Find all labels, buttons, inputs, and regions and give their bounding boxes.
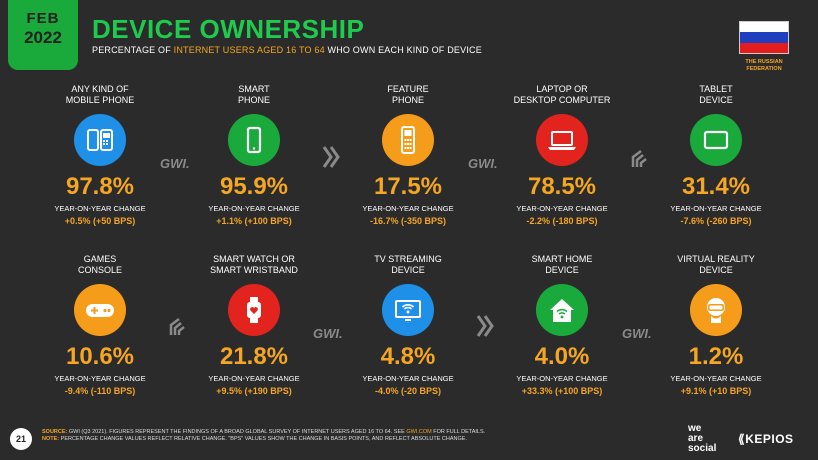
yoy-label: YEAR-ON-YEAR CHANGE <box>208 374 300 383</box>
mobile-phones-icon <box>74 114 126 166</box>
yoy-label: YEAR-ON-YEAR CHANGE <box>362 374 454 383</box>
kepios-logo: ⟪KEPIOS <box>738 432 794 446</box>
device-card: TABLET DEVICE 31.4% YEAR-ON-YEAR CHANGE -7.6… <box>642 84 790 226</box>
yoy-label: YEAR-ON-YEAR CHANGE <box>516 204 608 213</box>
datareportal-mark-icon <box>169 318 185 335</box>
kepios-mark-icon <box>476 315 494 337</box>
ownership-value: 4.8% <box>380 343 436 370</box>
device-card: ANY KIND OF MOBILE PHONE 97.8% YEAR-ON-YEAR… <box>26 84 174 226</box>
date-month: FEB <box>26 10 60 27</box>
laptop-icon <box>536 114 588 166</box>
country-label: THE RUSSIAN FEDERATION <box>745 59 783 72</box>
ownership-value: 97.8% <box>65 173 135 200</box>
russia-flag-icon <box>739 21 789 54</box>
device-label: GAMES CONSOLE <box>77 254 122 275</box>
yoy-label: YEAR-ON-YEAR CHANGE <box>54 374 146 383</box>
device-card: GAMES CONSOLE 10.6% YEAR-ON-YEAR CHANGE -9.4… <box>26 254 174 396</box>
gamepad-icon <box>74 284 126 336</box>
date-year: 2022 <box>24 28 62 47</box>
device-label: SMART HOME DEVICE <box>531 254 593 275</box>
page-number: 21 <box>10 428 32 450</box>
source-note: SOURCE: GWI (Q3 2021). FIGURES REPRESENT… <box>42 429 486 442</box>
yoy-label: YEAR-ON-YEAR CHANGE <box>670 374 762 383</box>
device-label: LAPTOP OR DESKTOP COMPUTER <box>513 84 611 105</box>
smartwatch-icon <box>228 284 280 336</box>
device-card: TV STREAMING DEVICE 4.8% YEAR-ON-YEAR CHANG… <box>334 254 482 396</box>
ownership-value: 17.5% <box>373 173 443 200</box>
yoy-label: YEAR-ON-YEAR CHANGE <box>362 204 454 213</box>
yoy-change-value: +9.1% (+10 BPS) <box>680 386 752 396</box>
we-are-social-logo: we are social <box>688 423 717 454</box>
flag-stripe-blue <box>740 32 788 43</box>
device-card: SMART HOME DEVICE 4.0% YEAR-ON-YEAR CHANGE +… <box>488 254 636 396</box>
yoy-change-value: -4.0% (-20 BPS) <box>374 386 442 396</box>
device-card: FEATURE PHONE 17.5% YEAR-ON-YEAR CHANGE -16.… <box>334 84 482 226</box>
ownership-value: 4.0% <box>534 343 590 370</box>
smart-home-icon <box>536 284 588 336</box>
yoy-label: YEAR-ON-YEAR CHANGE <box>670 204 762 213</box>
device-label: TV STREAMING DEVICE <box>374 254 442 275</box>
device-label: TABLET DEVICE <box>699 84 733 105</box>
gwi-logo: GWI. <box>622 326 652 341</box>
gwi-logo: GWI. <box>160 156 190 171</box>
page-title: DEVICE OWNERSHIP <box>92 14 365 44</box>
device-card: SMART WATCH OR SMART WRISTBAND 21.8% YEAR-O… <box>180 254 328 396</box>
ownership-value: 95.9% <box>219 173 289 200</box>
device-label: ANY KIND OF MOBILE PHONE <box>65 84 135 105</box>
tablet-icon <box>690 114 742 166</box>
yoy-change-value: +9.5% (+190 BPS) <box>216 386 292 396</box>
gwi-logo: GWI. <box>468 156 498 171</box>
ownership-value: 78.5% <box>527 173 597 200</box>
device-label: SMART WATCH OR SMART WRISTBAND <box>210 254 298 275</box>
feature-phone-icon <box>382 114 434 166</box>
vr-headset-icon <box>690 284 742 336</box>
device-card: LAPTOP OR DESKTOP COMPUTER 78.5% YEAR-ON-YE… <box>488 84 636 226</box>
yoy-change-value: +1.1% (+100 BPS) <box>216 216 292 226</box>
device-label: SMART PHONE <box>237 84 270 105</box>
datareportal-mark-icon <box>631 150 647 167</box>
ownership-value: 31.4% <box>681 173 751 200</box>
device-label: FEATURE PHONE <box>387 84 429 105</box>
flag-stripe-white <box>740 22 788 33</box>
date-badge: FEB 2022 <box>8 0 78 70</box>
yoy-change-value: +33.3% (+100 BPS) <box>521 386 603 396</box>
yoy-label: YEAR-ON-YEAR CHANGE <box>516 374 608 383</box>
yoy-change-value: +0.5% (+50 BPS) <box>64 216 136 226</box>
device-card: VIRTUAL REALITY DEVICE 1.2% YEAR-ON-YEAR CH… <box>642 254 790 396</box>
ownership-value: 10.6% <box>65 343 135 370</box>
tv-streaming-icon <box>382 284 434 336</box>
smartphone-icon <box>228 114 280 166</box>
yoy-label: YEAR-ON-YEAR CHANGE <box>54 204 146 213</box>
ownership-value: 1.2% <box>688 343 744 370</box>
gwi-logo: GWI. <box>313 326 343 341</box>
yoy-change-value: -9.4% (-110 BPS) <box>64 386 136 396</box>
kepios-mark-icon <box>322 146 340 168</box>
yoy-label: YEAR-ON-YEAR CHANGE <box>208 204 300 213</box>
yoy-change-value: -7.6% (-260 BPS) <box>680 216 752 226</box>
ownership-value: 21.8% <box>219 343 289 370</box>
device-label: VIRTUAL REALITY DEVICE <box>677 254 755 275</box>
device-card: SMART PHONE 95.9% YEAR-ON-YEAR CHANGE +1.1% … <box>180 84 328 226</box>
yoy-change-value: -16.7% (-350 BPS) <box>369 216 447 226</box>
page-subtitle: PERCENTAGE OF INTERNET USERS AGED 16 TO … <box>92 45 482 55</box>
yoy-change-value: -2.2% (-180 BPS) <box>526 216 598 226</box>
flag-stripe-red <box>740 42 788 53</box>
